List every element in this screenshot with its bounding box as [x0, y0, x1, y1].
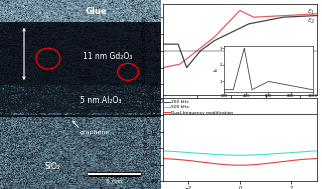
Dual-frequency modification [291, 159, 295, 161]
Dual-frequency modification [253, 163, 257, 166]
500 kHz [161, 150, 165, 152]
Dual-frequency modification [315, 157, 319, 160]
200 kHz [291, 113, 295, 115]
Text: $\varepsilon_2$: $\varepsilon_2$ [307, 17, 316, 26]
Dual-frequency modification [161, 157, 165, 160]
500 kHz [291, 151, 295, 153]
Dual-frequency modification [301, 158, 305, 160]
200 kHz [253, 113, 257, 115]
Text: 5 nm: 5 nm [107, 179, 122, 184]
500 kHz [315, 150, 319, 152]
Text: SiO₂: SiO₂ [45, 162, 61, 171]
Text: graphene: graphene [80, 130, 110, 135]
500 kHz [253, 154, 257, 156]
200 kHz [315, 113, 319, 115]
Dual-frequency modification [161, 157, 165, 160]
200 kHz [252, 113, 256, 115]
Line: 500 kHz: 500 kHz [163, 151, 317, 155]
Y-axis label: Complex permittivity: Complex permittivity [142, 16, 147, 82]
Text: 5 nm Al₂O₃: 5 nm Al₂O₃ [80, 96, 121, 105]
Text: 11 nm Gd₂O₃: 11 nm Gd₂O₃ [83, 52, 133, 61]
Legend: 200 kHz, 500 kHz, Dual-frequency modification: 200 kHz, 500 kHz, Dual-frequency modific… [164, 100, 234, 115]
Line: Dual-frequency modification: Dual-frequency modification [163, 159, 317, 165]
Text: Glue: Glue [85, 7, 107, 16]
Y-axis label: C (nF/cm²): C (nF/cm²) [143, 123, 149, 156]
500 kHz [301, 150, 305, 153]
200 kHz [255, 113, 259, 115]
200 kHz [301, 113, 305, 115]
Dual-frequency modification [238, 164, 242, 166]
500 kHz [238, 154, 242, 156]
Dual-frequency modification [253, 163, 257, 166]
Dual-frequency modification [256, 163, 260, 166]
500 kHz [253, 154, 257, 156]
500 kHz [161, 150, 165, 152]
Text: $\varepsilon_1$: $\varepsilon_1$ [307, 8, 316, 17]
500 kHz [256, 154, 260, 156]
X-axis label: Wave length (nm): Wave length (nm) [212, 105, 268, 110]
200 kHz [161, 113, 165, 115]
200 kHz [161, 113, 165, 115]
